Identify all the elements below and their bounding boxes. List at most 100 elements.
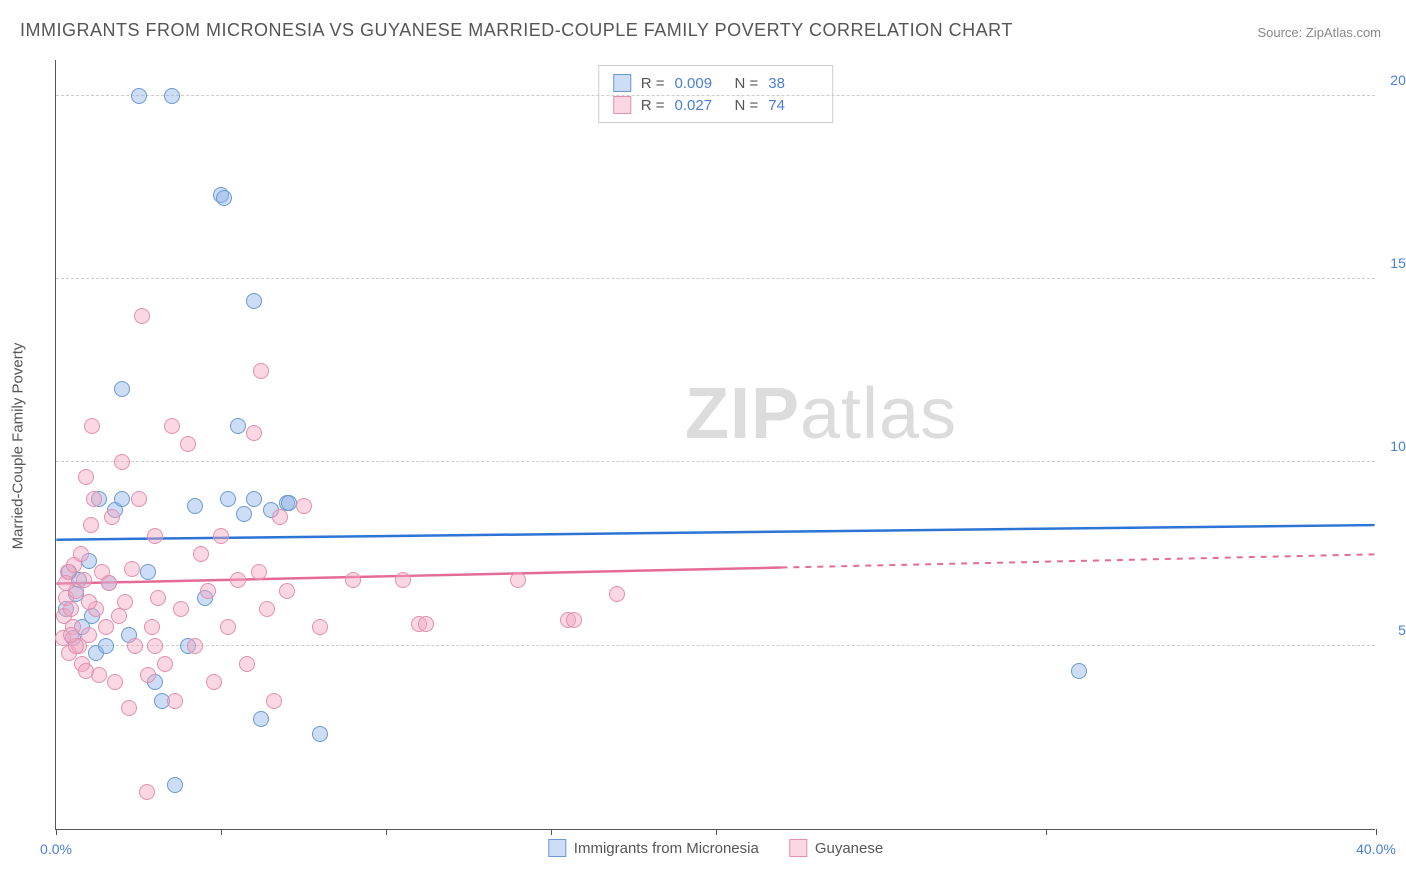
scatter-point-guyanese <box>117 594 133 610</box>
scatter-point-guyanese <box>312 619 328 635</box>
scatter-point-guyanese <box>84 418 100 434</box>
legend-r-label: R = <box>641 75 665 92</box>
scatter-point-guyanese <box>345 572 361 588</box>
legend-swatch <box>548 839 566 857</box>
scatter-point-guyanese <box>187 638 203 654</box>
source-label: Source: ZipAtlas.com <box>1257 25 1381 40</box>
scatter-point-guyanese <box>83 517 99 533</box>
scatter-point-guyanese <box>81 627 97 643</box>
scatter-point-guyanese <box>609 586 625 602</box>
scatter-point-micronesia <box>114 491 130 507</box>
scatter-point-guyanese <box>167 693 183 709</box>
series-legend: Immigrants from Micronesia Guyanese <box>548 839 883 857</box>
scatter-point-guyanese <box>121 700 137 716</box>
scatter-point-micronesia <box>220 491 236 507</box>
scatter-point-guyanese <box>164 418 180 434</box>
scatter-point-micronesia <box>187 498 203 514</box>
x-tick <box>1046 829 1047 835</box>
scatter-point-guyanese <box>157 656 173 672</box>
scatter-point-guyanese <box>173 601 189 617</box>
legend-swatch <box>613 74 631 92</box>
scatter-point-micronesia <box>281 495 297 511</box>
scatter-point-micronesia <box>164 88 180 104</box>
scatter-point-guyanese <box>180 436 196 452</box>
x-tick-label: 40.0% <box>1356 841 1396 857</box>
scatter-point-micronesia <box>216 190 232 206</box>
scatter-point-guyanese <box>140 667 156 683</box>
watermark-bold: ZIP <box>685 374 800 454</box>
legend-series-name: Immigrants from Micronesia <box>574 840 759 857</box>
legend-n-value: 74 <box>768 97 818 114</box>
x-tick <box>56 829 57 835</box>
x-tick-label: 0.0% <box>40 841 72 857</box>
scatter-point-guyanese <box>63 627 79 643</box>
scatter-point-guyanese <box>230 572 246 588</box>
scatter-point-guyanese <box>124 561 140 577</box>
watermark-rest: atlas <box>800 374 957 454</box>
legend-row-guyanese: R = 0.027 N = 74 <box>613 94 819 116</box>
scatter-point-micronesia <box>246 293 262 309</box>
regression-line-guyanese <box>56 568 781 584</box>
scatter-point-guyanese <box>395 572 411 588</box>
scatter-point-guyanese <box>86 491 102 507</box>
scatter-point-guyanese <box>246 425 262 441</box>
legend-n-value: 38 <box>768 75 818 92</box>
scatter-point-guyanese <box>144 619 160 635</box>
y-tick-label: 5.0% <box>1380 622 1406 638</box>
scatter-point-guyanese <box>139 784 155 800</box>
scatter-point-guyanese <box>253 363 269 379</box>
scatter-point-guyanese <box>114 454 130 470</box>
scatter-point-guyanese <box>206 674 222 690</box>
grid-line <box>56 95 1375 96</box>
scatter-point-micronesia <box>167 777 183 793</box>
legend-row-micronesia: R = 0.009 N = 38 <box>613 72 819 94</box>
scatter-point-micronesia <box>253 711 269 727</box>
scatter-point-guyanese <box>239 656 255 672</box>
scatter-point-guyanese <box>63 601 79 617</box>
scatter-point-guyanese <box>107 674 123 690</box>
scatter-point-guyanese <box>296 498 312 514</box>
scatter-point-micronesia <box>98 638 114 654</box>
scatter-point-guyanese <box>418 616 434 632</box>
chart-title: IMMIGRANTS FROM MICRONESIA VS GUYANESE M… <box>20 20 1013 41</box>
y-tick-label: 15.0% <box>1380 255 1406 271</box>
scatter-point-micronesia <box>131 88 147 104</box>
scatter-point-guyanese <box>58 575 74 591</box>
scatter-point-guyanese <box>104 509 120 525</box>
chart-container: IMMIGRANTS FROM MICRONESIA VS GUYANESE M… <box>0 0 1406 892</box>
scatter-point-guyanese <box>127 638 143 654</box>
legend-swatch <box>789 839 807 857</box>
regression-line-dashed-guyanese <box>781 554 1374 567</box>
scatter-point-micronesia <box>246 491 262 507</box>
legend-r-value: 0.027 <box>675 97 725 114</box>
legend-r-label: R = <box>641 97 665 114</box>
scatter-point-guyanese <box>200 583 216 599</box>
scatter-point-guyanese <box>150 590 166 606</box>
grid-line <box>56 645 1375 646</box>
scatter-point-micronesia <box>230 418 246 434</box>
legend-r-value: 0.009 <box>675 75 725 92</box>
scatter-point-guyanese <box>78 469 94 485</box>
watermark: ZIPatlas <box>685 373 957 455</box>
scatter-point-guyanese <box>147 528 163 544</box>
x-tick <box>716 829 717 835</box>
scatter-point-guyanese <box>213 528 229 544</box>
scatter-point-guyanese <box>98 619 114 635</box>
legend-n-label: N = <box>735 97 759 114</box>
plot-area: ZIPatlas R = 0.009 N = 38 R = 0.027 N = … <box>55 60 1375 830</box>
legend-n-label: N = <box>735 75 759 92</box>
x-tick <box>221 829 222 835</box>
scatter-point-guyanese <box>272 509 288 525</box>
scatter-point-guyanese <box>81 594 97 610</box>
scatter-point-guyanese <box>279 583 295 599</box>
scatter-point-guyanese <box>131 491 147 507</box>
scatter-point-micronesia <box>114 381 130 397</box>
y-tick-label: 20.0% <box>1380 72 1406 88</box>
legend-item-guyanese: Guyanese <box>789 839 883 857</box>
legend-series-name: Guyanese <box>815 840 883 857</box>
scatter-point-guyanese <box>78 663 94 679</box>
legend-swatch <box>613 96 631 114</box>
scatter-point-micronesia <box>1071 663 1087 679</box>
legend-item-micronesia: Immigrants from Micronesia <box>548 839 759 857</box>
scatter-point-guyanese <box>266 693 282 709</box>
